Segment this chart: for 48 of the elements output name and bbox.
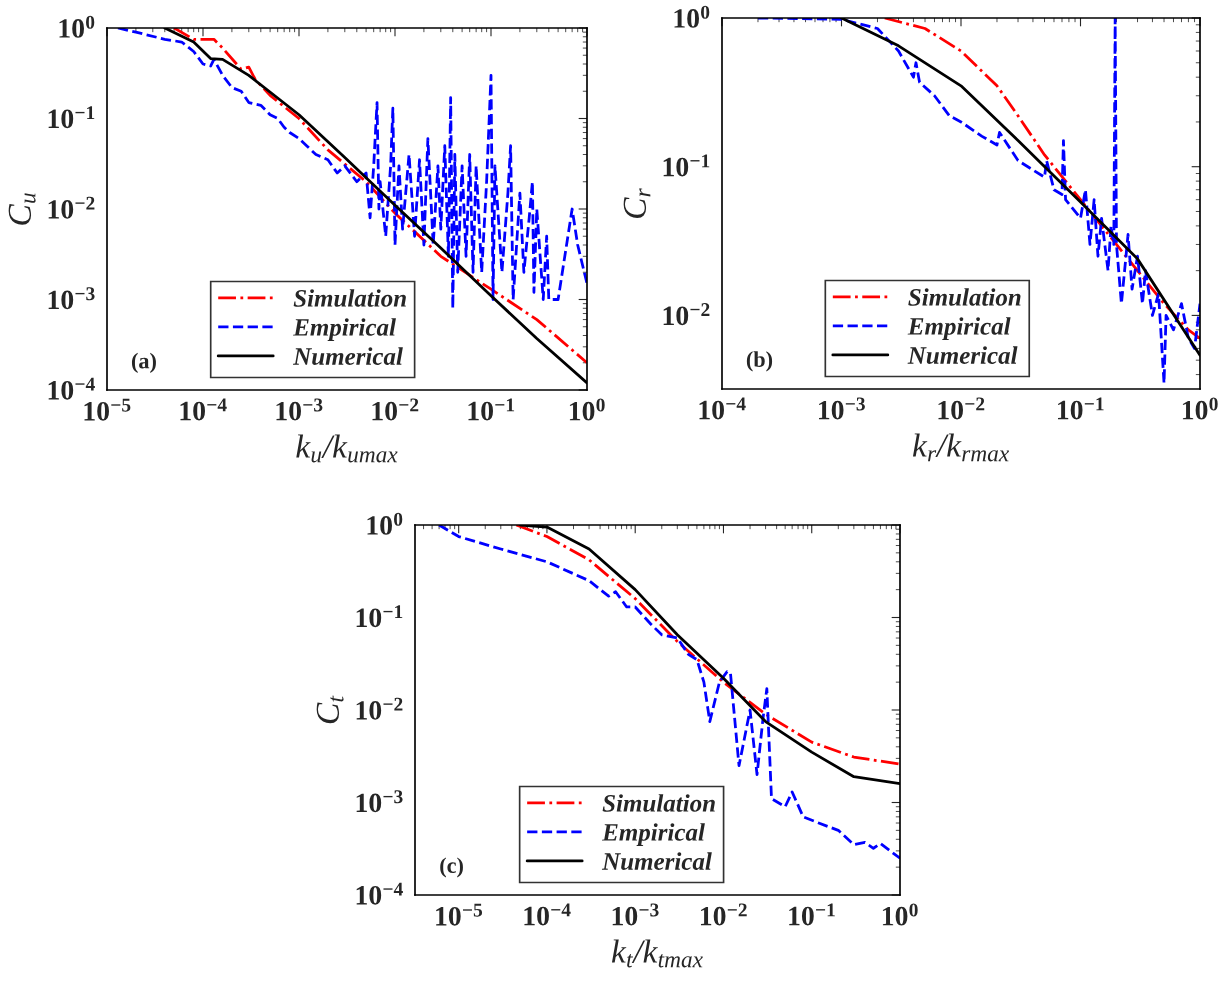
y-tick-label: 10$^{−3}$ [48,287,95,310]
y-axis-title: C$_{t}$ [316,695,344,724]
x-tick-label: 10$^{−3}$ [276,398,323,421]
y-axis-title: C$_{r}$ [623,188,651,218]
y-tick-label: 10$^{0}$ [367,512,403,535]
y-tick-label: 10$^{−4}$ [356,882,403,905]
y-tick-label: 10$^{−1}$ [356,605,403,628]
legend-label: Numerical [292,347,403,365]
x-tick-label: 10$^{−2}$ [372,398,419,421]
x-tick-label: 10$^{−4}$ [699,397,746,420]
x-tick-label: 10$^{−1}$ [789,903,835,926]
legend-label: Numerical [907,346,1018,364]
legend-label: Simulation [602,794,715,812]
annotation: (a) [131,352,156,374]
x-tick-label: 10$^{−3}$ [819,397,865,420]
y-tick-label: 10$^{−2}$ [663,303,710,326]
y-tick-label: 10$^{−2}$ [356,697,403,720]
legend-label: Empirical [601,823,705,846]
y-tick-label: 10$^{0}$ [59,15,95,38]
y-tick-label: 10$^{−1}$ [48,106,95,129]
x-tick-label: 10$^{−2}$ [938,397,985,420]
annotation: (c) [440,857,463,878]
legend-label: Numerical [601,852,712,870]
x-tick-label: 10$^{0}$ [1182,397,1218,420]
x-tick-label: 10$^{−3}$ [612,903,659,926]
y-tick-label: 10$^{−3}$ [356,790,403,813]
y-tick-label: 10$^{−2}$ [48,196,95,219]
x-tick-label: 10$^{−5}$ [84,398,131,421]
x-tick-label: 10$^{−5}$ [436,903,483,926]
x-tick-label: 10$^{−2}$ [700,903,747,926]
x-axis-title: k$_{t}$/k$_{tmax}$ [611,939,703,968]
x-tick-label: 10$^{0}$ [882,903,918,926]
y-tick-label: 10$^{−1}$ [663,154,710,177]
x-tick-label: 10$^{−1}$ [1058,397,1104,420]
y-tick-label: 10$^{−4}$ [48,377,95,400]
x-tick-label: 10$^{0}$ [569,398,605,421]
x-tick-label: 10$^{−1}$ [468,398,515,421]
x-tick-label: 10$^{−4}$ [180,398,227,421]
legend-label: Empirical [907,317,1011,340]
annotation: (b) [746,351,773,372]
x-axis-title: k$_{u}$/k$_{umax}$ [296,434,398,463]
x-axis-title: k$_{r}$/k$_{rmax}$ [912,433,1010,462]
legend-label: Empirical [293,318,396,341]
y-axis-title: C$_{u}$ [8,193,36,225]
legend-label: Simulation [908,288,1021,306]
y-tick-label: 10$^{0}$ [674,5,710,28]
legend-label: Simulation [293,289,406,307]
x-tick-label: 10$^{−4}$ [524,903,571,926]
